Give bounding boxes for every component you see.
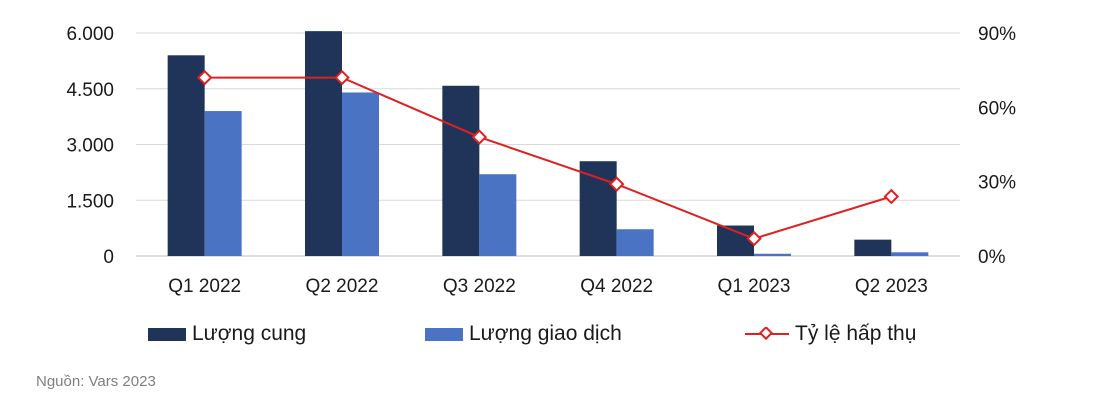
x-tick-label: Q1 2023 — [718, 276, 791, 297]
absorption-marker — [746, 230, 762, 247]
x-tick-label: Q2 2023 — [855, 276, 928, 297]
bar-supply — [305, 31, 342, 257]
bar-supply — [579, 161, 617, 256]
right-axis-ticks: 0% 30% 60% 90% — [978, 24, 1016, 268]
legend-swatch-supply — [148, 327, 186, 341]
gridlines — [136, 32, 960, 257]
right-tick-label: 90% — [978, 24, 1016, 45]
x-tick-label: Q3 2022 — [443, 276, 516, 297]
x-tick-label: Q1 2022 — [168, 276, 241, 297]
x-axis: Q1 2022 Q2 2022 Q3 2022 Q4 2022 Q1 2023 Q2 20… — [168, 276, 928, 297]
absorption-marker — [608, 176, 625, 192]
bar-transactions — [616, 229, 654, 256]
legend: Lượng cung Lượng giao dịch Tỷ lệ hấp thụ — [0, 322, 1114, 352]
legend-label-supply: Lượng cung — [192, 322, 307, 345]
absorption-marker — [334, 69, 350, 86]
legend-item-transactions: Lượng giao dịch — [425, 322, 622, 346]
left-tick-label: 3.000 — [66, 136, 114, 157]
x-tick-label: Q2 2022 — [306, 276, 379, 297]
legend-swatch-absorption — [745, 327, 789, 341]
legend-item-absorption: Tỷ lệ hấp thụ — [745, 322, 916, 346]
bar-supply — [167, 55, 205, 256]
bar-transactions — [891, 252, 929, 256]
x-tick-label: Q4 2022 — [580, 276, 653, 297]
legend-swatch-transactions — [425, 327, 463, 341]
legend-label-transactions: Lượng giao dịch — [469, 322, 622, 345]
right-tick-label: 30% — [978, 173, 1016, 194]
right-tick-label: 60% — [978, 98, 1016, 119]
bar-transactions — [479, 174, 517, 256]
bar-supply — [442, 85, 480, 256]
bar-supply — [854, 239, 892, 256]
legend-item-supply: Lượng cung — [148, 322, 306, 346]
bar-series — [167, 31, 929, 257]
absorption-marker — [883, 188, 900, 205]
left-tick-label: 0 — [103, 247, 114, 268]
bar-transactions — [342, 92, 379, 256]
left-tick-label: 1.500 — [66, 191, 114, 212]
left-tick-label: 4.500 — [66, 80, 114, 101]
legend-label-absorption: Tỷ lệ hấp thụ — [795, 322, 917, 345]
bar-transactions — [204, 111, 242, 256]
left-axis-ticks: 0 1.500 3.000 4.500 6.000 — [66, 24, 114, 268]
absorption-line-series — [196, 69, 900, 247]
absorption-line — [204, 76, 892, 240]
absorption-marker — [471, 129, 488, 145]
right-tick-label: 0% — [978, 247, 1006, 268]
left-tick-label: 6.000 — [66, 24, 114, 45]
source-note: Nguồn: Vars 2023 — [36, 373, 156, 390]
combo-chart: 0 1.500 3.000 4.500 6.000 0% 30% 60% 90% Q1 202… — [66, 24, 1016, 297]
bar-transactions — [754, 253, 791, 256]
absorption-marker — [196, 69, 213, 86]
